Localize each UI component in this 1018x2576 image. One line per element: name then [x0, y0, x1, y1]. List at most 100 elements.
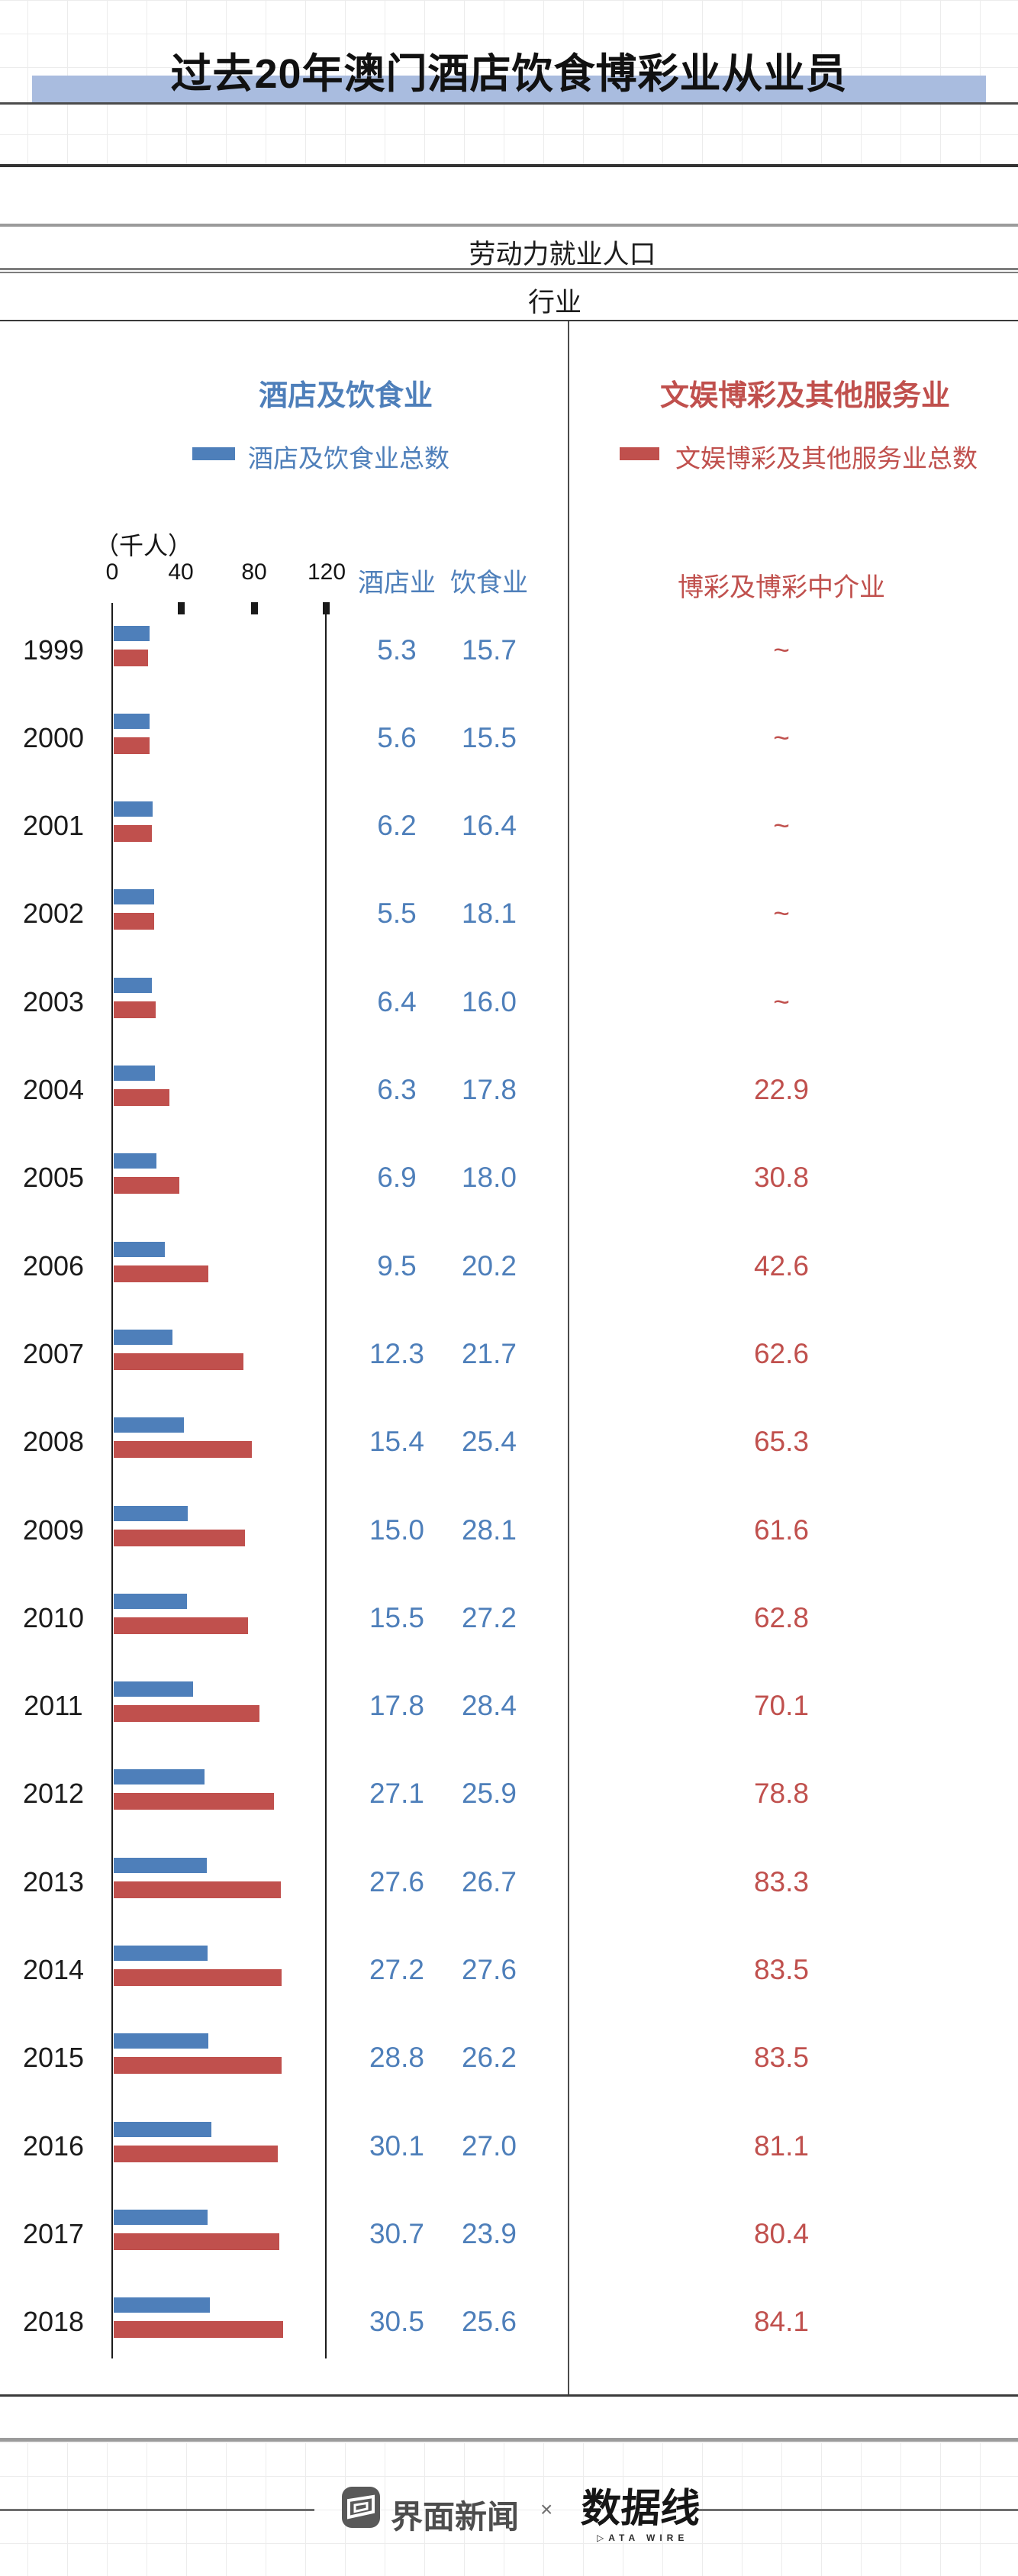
- hotel-catering-total-bar: [114, 2297, 211, 2313]
- tick-label-40: 40: [168, 559, 194, 585]
- entertainment-gaming-total-bar: [114, 1089, 169, 1106]
- gaming-value: ~: [773, 634, 790, 666]
- entertainment-gaming-total-bar: [114, 649, 148, 666]
- hotel-value: 5.3: [377, 634, 417, 666]
- chart-right-boundary-line: [325, 603, 327, 2358]
- year-label: 2001: [22, 810, 85, 842]
- legend-swatch-blue: [192, 447, 235, 460]
- year-label: 2003: [22, 985, 85, 1017]
- catering-value: 17.8: [461, 1074, 517, 1105]
- hotel-catering-total-bar: [114, 713, 150, 729]
- hotel-catering-total-bar: [114, 1066, 156, 1081]
- gaming-value: ~: [773, 985, 790, 1017]
- double-rule-top: [0, 268, 1018, 270]
- year-label: 2012: [22, 1778, 85, 1810]
- hotel-value: 15.0: [369, 1514, 424, 1546]
- hotel-catering-total-bar: [114, 1241, 165, 1257]
- legend-swatch-red: [620, 447, 659, 460]
- catering-value: 27.0: [461, 2129, 517, 2162]
- entertainment-gaming-total-bar: [114, 1529, 246, 1546]
- hotel-catering-total-bar: [114, 625, 150, 641]
- hotel-catering-total-bar: [114, 1857, 208, 1873]
- catering-value: 16.4: [461, 810, 517, 842]
- footer-left-rule: [0, 2509, 314, 2511]
- datawire-logo-text: 数据线: [579, 2487, 702, 2531]
- hotel-value: 5.6: [377, 721, 417, 753]
- hotel-catering-total-bar: [114, 977, 153, 993]
- legend-label-entertainment-total: 文娱博彩及其他服务业总数: [675, 444, 978, 472]
- year-label: 2010: [22, 1601, 85, 1633]
- gaming-value: 30.8: [753, 1162, 809, 1194]
- entertainment-gaming-total-bar: [114, 2233, 279, 2250]
- year-label: 2008: [22, 1426, 85, 1458]
- gaming-value: 78.8: [753, 1778, 809, 1810]
- hotel-value: 27.1: [369, 1778, 424, 1810]
- hotel-catering-total-bar: [114, 1681, 193, 1697]
- footer-top-rule: [0, 2438, 1018, 2442]
- catering-value: 21.7: [461, 1337, 517, 1369]
- hotel-value: 27.2: [369, 1954, 424, 1985]
- column-header-hotel: 酒店业: [358, 569, 436, 598]
- entertainment-gaming-total-bar: [114, 1001, 156, 1018]
- table-top-rule: [0, 224, 1018, 227]
- tick-label-120: 120: [307, 559, 346, 585]
- page-title: 过去20年澳门酒店饮食博彩业从业员: [170, 51, 848, 97]
- jiemian-logo-icon: [342, 2487, 380, 2532]
- catering-value: 16.0: [461, 985, 517, 1017]
- gaming-value: 62.6: [753, 1337, 809, 1369]
- entertainment-gaming-total-bar: [114, 737, 150, 754]
- gaming-value: 80.4: [753, 2217, 809, 2249]
- year-label: 2004: [22, 1074, 85, 1105]
- year-label: 2014: [22, 1954, 85, 1985]
- hotel-catering-total-bar: [114, 2209, 208, 2225]
- gaming-value: 70.1: [753, 1690, 809, 1722]
- hotel-value: 28.8: [369, 2042, 424, 2074]
- tick-mark-80: [251, 602, 258, 614]
- entertainment-gaming-total-bar: [114, 1441, 252, 1459]
- catering-value: 28.4: [461, 1690, 517, 1722]
- industry-header: 行业: [527, 288, 581, 318]
- entertainment-gaming-total-bar: [114, 1617, 249, 1634]
- year-label: 2005: [22, 1162, 85, 1194]
- hotel-value: 30.5: [369, 2306, 424, 2338]
- hotel-value: 30.1: [369, 2129, 424, 2162]
- year-label: 1999: [22, 634, 85, 666]
- entertainment-gaming-total-bar: [114, 1705, 259, 1723]
- hotel-value: 15.5: [369, 1601, 424, 1633]
- column-header-catering: 饮食业: [450, 569, 528, 598]
- catering-value: 23.9: [461, 2217, 517, 2249]
- center-column-divider: [568, 321, 569, 2394]
- year-label: 2015: [22, 2042, 85, 2074]
- hotel-catering-total-bar: [114, 1153, 157, 1169]
- entertainment-gaming-total-bar: [114, 1793, 275, 1810]
- double-rule-bottom: [0, 272, 1018, 273]
- gaming-value: 42.6: [753, 1249, 809, 1282]
- legend-label-hotel-catering-total: 酒店及饮食业总数: [248, 444, 449, 472]
- hotel-value: 27.6: [369, 1865, 424, 1897]
- hotel-value: 12.3: [369, 1337, 424, 1369]
- hotel-catering-total-bar: [114, 2121, 212, 2137]
- catering-value: 28.1: [461, 1514, 517, 1546]
- catering-value: 15.5: [461, 721, 517, 753]
- gaming-value: 61.6: [753, 1514, 809, 1546]
- table-bottom-rule: [0, 2394, 1018, 2397]
- datawire-logo-subtitle: ▷ATA WIRE: [597, 2532, 689, 2543]
- title-underline: [0, 102, 1018, 105]
- entertainment-gaming-total-bar: [114, 1352, 244, 1370]
- hotel-catering-total-bar: [114, 1593, 188, 1609]
- catering-value: 25.4: [461, 1426, 517, 1458]
- catering-value: 26.7: [461, 1865, 517, 1897]
- gaming-value: 84.1: [753, 2306, 809, 2338]
- gaming-value: 62.8: [753, 1601, 809, 1633]
- gaming-value: 83.3: [753, 1865, 809, 1897]
- hotel-value: 5.5: [377, 898, 417, 930]
- entertainment-gaming-total-bar: [114, 2145, 279, 2162]
- entertainment-gaming-total-bar: [114, 1969, 282, 1986]
- gaming-value: ~: [773, 721, 790, 753]
- hotel-value: 15.4: [369, 1426, 424, 1458]
- gaming-value: 83.5: [753, 1954, 809, 1985]
- year-label: 2017: [22, 2217, 85, 2249]
- hotel-catering-total-bar: [114, 1505, 188, 1521]
- footer-right-rule: [696, 2509, 1018, 2511]
